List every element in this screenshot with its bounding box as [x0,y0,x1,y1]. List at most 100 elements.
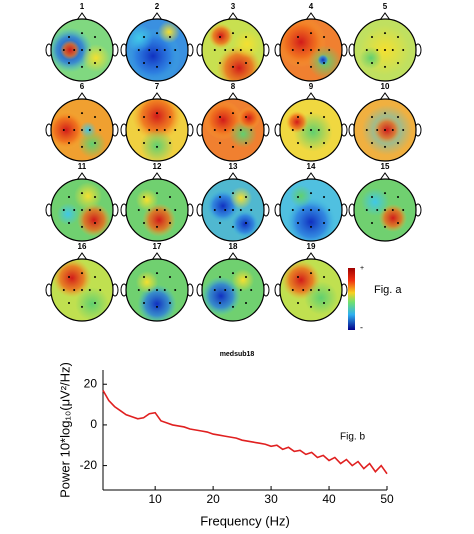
x-tick-label: 10 [148,492,162,506]
nose [76,92,88,101]
electrode [371,36,373,38]
blob [359,46,383,70]
electrode [297,196,299,198]
electrode [250,209,253,211]
electrode [310,32,312,35]
electrode [148,289,151,291]
electrode [81,145,83,148]
electrode [245,302,247,304]
electrode [163,289,166,291]
blob [157,20,181,44]
electrode [88,209,91,211]
electrode [376,209,379,211]
electrode [245,196,247,198]
electrode [94,142,96,144]
electrode [81,129,83,131]
electrode [213,209,216,211]
electrode [232,49,234,51]
electrode [232,225,234,228]
nose [227,252,239,261]
electrode [81,32,83,35]
electrode [88,129,91,131]
nose [227,12,239,21]
electrode [310,49,312,51]
electrode [94,116,96,118]
head [51,259,113,321]
y-tick-label: 20 [84,376,98,390]
blob [77,203,111,237]
blob [82,44,110,72]
electrode [81,289,83,291]
electrode [81,225,83,228]
map-label: 15 [381,162,390,171]
map-label: 17 [153,242,162,251]
electrode [169,302,171,304]
electrode [397,222,399,224]
electrode [302,129,305,131]
head-outline [50,18,114,82]
map-label: 2 [155,2,160,11]
electrode [328,289,331,291]
electrode [99,49,102,51]
head [280,19,342,81]
head [354,19,416,81]
map-label: 19 [307,242,316,251]
electrode [174,49,177,51]
electrode [323,142,325,144]
electrode [317,209,320,211]
electrode [73,209,76,211]
electrode [250,129,253,131]
head-outline [125,258,189,322]
electrode [384,225,386,228]
blob [285,196,337,241]
electrode [310,112,312,115]
electrode [245,276,247,278]
electrode [250,289,253,291]
nose [305,252,317,261]
electrode [245,142,247,144]
electrode [156,192,158,195]
electrode [376,129,379,131]
electrode [310,225,312,228]
electrode [148,209,151,211]
electrode [250,49,253,51]
colorbar-min: - [360,322,363,332]
electrode [94,196,96,198]
electrode [245,222,247,224]
map-label: 7 [155,82,160,91]
electrode [239,49,242,51]
x-tick-label: 30 [264,492,278,506]
electrode [156,225,158,228]
nose [151,12,163,21]
electrode [99,289,102,291]
electrode [169,36,171,38]
electrode [224,289,227,291]
head [126,259,188,321]
electrode [384,49,386,51]
electrode [328,209,331,211]
electrode [174,209,177,211]
electrode [94,302,96,304]
blob [304,281,338,315]
electrode [310,192,312,195]
electrode [62,49,65,51]
head-outline [279,18,343,82]
electrode [402,49,405,51]
head [354,99,416,161]
map-label: 16 [78,242,87,251]
nose [151,252,163,261]
head-outline [125,178,189,242]
electrode [376,49,379,51]
blob [56,202,80,226]
electrode [156,49,158,51]
electrode [169,222,171,224]
electrode [245,116,247,118]
head-outline [353,98,417,162]
y-axis-label: Power 10*log₁₀(μV²/Hz) [57,362,72,498]
electrode [291,209,294,211]
electrode [81,192,83,195]
subject: medsub18 [220,351,255,358]
electrode [94,222,96,224]
